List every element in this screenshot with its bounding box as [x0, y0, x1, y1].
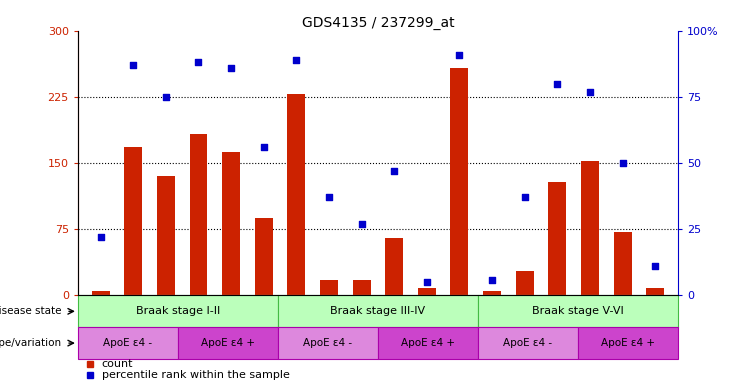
Text: count: count	[102, 359, 133, 369]
Bar	[124, 147, 142, 295]
Bar	[614, 232, 631, 295]
Title: GDS4135 / 237299_at: GDS4135 / 237299_at	[302, 16, 454, 30]
Text: Braak stage I-II: Braak stage I-II	[136, 306, 220, 316]
Point	[160, 94, 172, 100]
Bar	[516, 271, 534, 295]
Bar	[78, 327, 178, 359]
Bar	[353, 280, 370, 295]
Bar	[278, 295, 478, 327]
Bar	[320, 280, 338, 295]
Text: ApoE ε4 -: ApoE ε4 -	[103, 338, 153, 348]
Point	[323, 194, 335, 200]
Point	[649, 263, 661, 270]
Bar	[646, 288, 664, 295]
Text: ApoE ε4 -: ApoE ε4 -	[303, 338, 353, 348]
Point	[127, 62, 139, 68]
Point	[551, 81, 563, 87]
Text: ApoE ε4 +: ApoE ε4 +	[201, 338, 255, 348]
Text: Braak stage III-IV: Braak stage III-IV	[330, 306, 425, 316]
Text: genotype/variation: genotype/variation	[0, 338, 61, 348]
Bar	[483, 291, 501, 295]
Text: ApoE ε4 -: ApoE ε4 -	[503, 338, 553, 348]
Point	[193, 60, 205, 66]
Bar	[78, 295, 278, 327]
Point	[356, 221, 368, 227]
Bar	[418, 288, 436, 295]
Bar	[581, 161, 599, 295]
Bar	[288, 94, 305, 295]
Bar	[92, 291, 110, 295]
Text: ApoE ε4 +: ApoE ε4 +	[601, 338, 655, 348]
Point	[290, 57, 302, 63]
Point	[95, 234, 107, 240]
Text: percentile rank within the sample: percentile rank within the sample	[102, 370, 290, 380]
Point	[258, 144, 270, 150]
Bar	[222, 152, 240, 295]
Bar	[378, 327, 478, 359]
Bar	[451, 68, 468, 295]
Bar	[578, 327, 678, 359]
Text: disease state: disease state	[0, 306, 61, 316]
Text: Braak stage V-VI: Braak stage V-VI	[532, 306, 624, 316]
Point	[617, 160, 628, 166]
Point	[421, 279, 433, 285]
Point	[225, 65, 237, 71]
Point	[519, 194, 531, 200]
Bar	[385, 238, 403, 295]
Bar	[548, 182, 566, 295]
Point	[486, 276, 498, 283]
Bar	[478, 295, 678, 327]
Point	[584, 89, 596, 95]
Bar	[278, 327, 378, 359]
Point	[453, 51, 465, 58]
Point	[388, 168, 400, 174]
Bar	[190, 134, 207, 295]
Text: ApoE ε4 +: ApoE ε4 +	[401, 338, 455, 348]
Bar	[255, 218, 273, 295]
Bar	[178, 327, 278, 359]
Bar	[157, 176, 175, 295]
Bar	[478, 327, 578, 359]
